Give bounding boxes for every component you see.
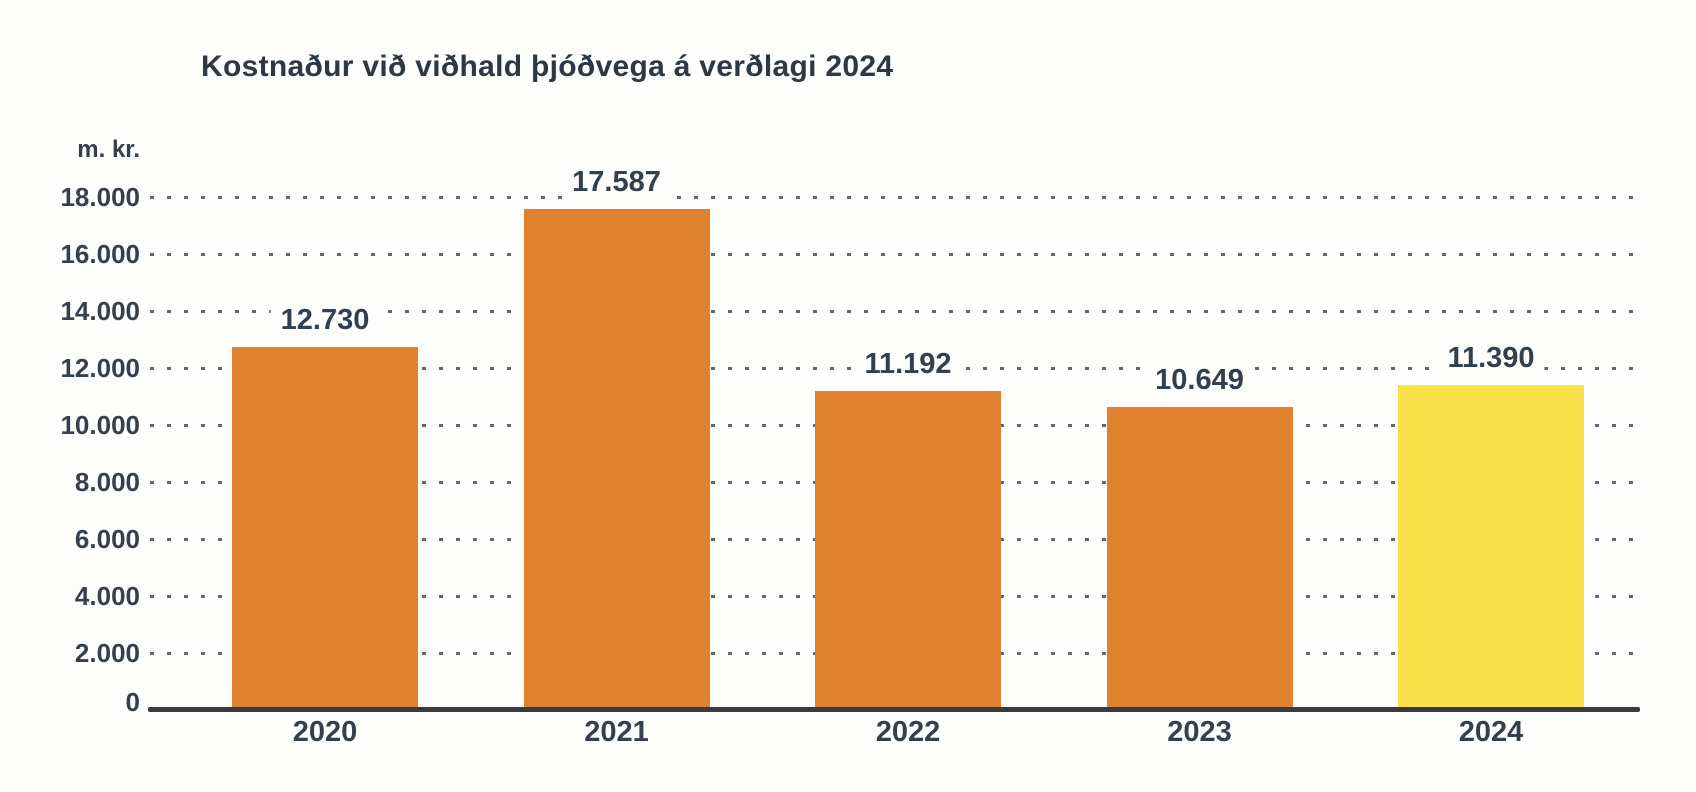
chart-title: Kostnaður við viðhald þjóðvega á verðlag…	[201, 50, 894, 83]
x-axis-line	[148, 707, 1640, 712]
x-tick-label: 2022	[875, 716, 941, 748]
gridline-18.000	[150, 196, 1640, 199]
bar-2024	[1398, 385, 1584, 711]
y-axis-unit-label: m. kr.	[77, 136, 140, 163]
y-tick-label: 10.000	[60, 410, 140, 440]
bar-value-label: 12.730	[270, 303, 380, 338]
y-tick-label: 0	[125, 687, 140, 717]
x-tick-label: 2020	[292, 716, 358, 748]
gridline-16.000	[150, 253, 1640, 256]
y-tick-label: 8.000	[74, 467, 140, 497]
bar-value-label: 11.390	[1437, 341, 1545, 376]
y-tick-label: 16.000	[60, 239, 140, 269]
bar-2022	[815, 391, 1001, 711]
x-tick-label: 2024	[1458, 716, 1524, 748]
bar-value-label: 17.587	[562, 164, 671, 199]
y-tick-label: 14.000	[60, 296, 140, 326]
x-tick-label: 2021	[584, 716, 649, 748]
bar-value-label: 10.649	[1145, 362, 1254, 397]
y-tick-label: 18.000	[60, 182, 140, 212]
bar-2023	[1106, 406, 1293, 711]
x-tick-label: 2023	[1167, 716, 1232, 748]
bar-value-label: 11.192	[854, 347, 962, 382]
y-tick-label: 4.000	[74, 581, 140, 611]
gridline-14.000	[150, 310, 1640, 313]
y-tick-label: 2.000	[74, 638, 140, 668]
bar-2021	[523, 208, 710, 711]
y-tick-label: 6.000	[74, 524, 140, 554]
bar-2020	[232, 347, 418, 711]
y-tick-label: 12.000	[60, 353, 140, 383]
